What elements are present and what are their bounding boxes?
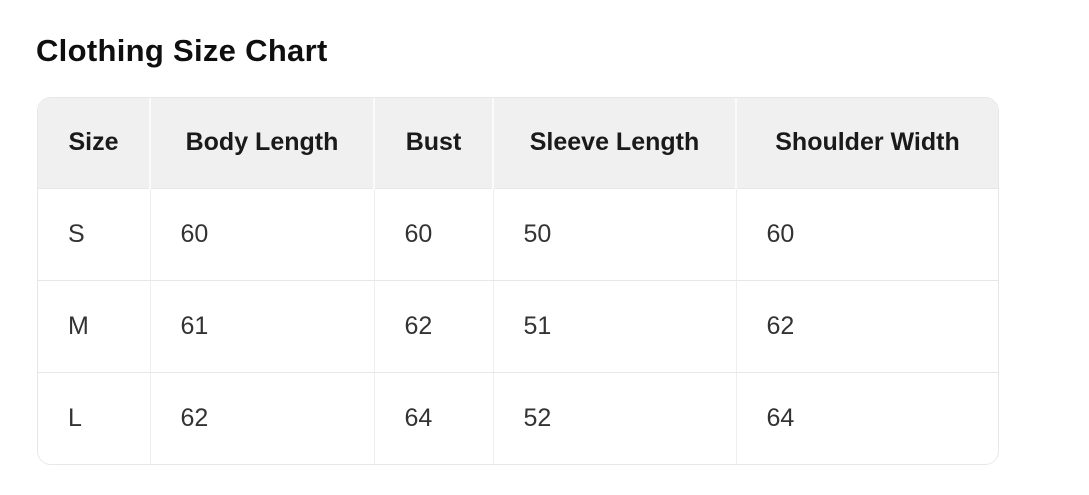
- column-header-sleeve-length: Sleeve Length: [493, 98, 737, 189]
- column-header-shoulder-width: Shoulder Width: [736, 98, 998, 189]
- cell-bust: 60: [374, 188, 494, 281]
- page-title: Clothing Size Chart: [36, 33, 328, 68]
- cell-size: L: [38, 372, 151, 464]
- column-header-bust: Bust: [374, 98, 494, 189]
- cell-body-length: 61: [150, 280, 375, 373]
- cell-size: M: [38, 280, 151, 373]
- cell-sleeve-length: 50: [493, 188, 737, 281]
- cell-bust: 62: [374, 280, 494, 373]
- table-row-s: S 60 60 50 60: [38, 188, 998, 281]
- column-header-size: Size: [38, 98, 151, 189]
- size-chart-table: Size Body Length Bust Sleeve Length Shou…: [37, 97, 999, 465]
- cell-bust: 64: [374, 372, 494, 464]
- cell-shoulder-width: 64: [736, 372, 998, 464]
- table-row-m: M 61 62 51 62: [38, 280, 998, 373]
- cell-sleeve-length: 51: [493, 280, 737, 373]
- cell-shoulder-width: 60: [736, 188, 998, 281]
- cell-shoulder-width: 62: [736, 280, 998, 373]
- size-chart: Size Body Length Bust Sleeve Length Shou…: [38, 98, 998, 464]
- cell-body-length: 60: [150, 188, 375, 281]
- table-row-l: L 62 64 52 64: [38, 372, 998, 464]
- cell-size: S: [38, 188, 151, 281]
- column-header-body-length: Body Length: [150, 98, 375, 189]
- table-header-row: Size Body Length Bust Sleeve Length Shou…: [38, 98, 998, 189]
- cell-body-length: 62: [150, 372, 375, 464]
- cell-sleeve-length: 52: [493, 372, 737, 464]
